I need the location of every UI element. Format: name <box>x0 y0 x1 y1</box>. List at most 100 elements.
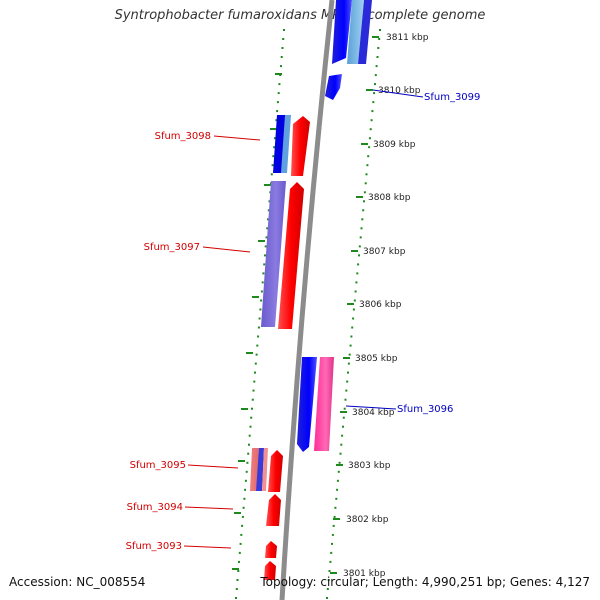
guide-dot <box>270 173 273 176</box>
guide-dot <box>329 560 332 563</box>
guide-dot <box>347 362 350 365</box>
tick-label: 3805 kbp <box>355 354 398 364</box>
guide-dot <box>262 272 265 275</box>
tick-dash <box>333 518 340 520</box>
guide-dot <box>275 119 278 122</box>
guide-dot <box>240 533 243 536</box>
gene-sfum-3097 <box>261 181 286 327</box>
guide-dot <box>241 524 244 527</box>
guide-dot <box>376 56 379 58</box>
guide-dot <box>336 488 339 491</box>
guide-dot <box>328 570 331 572</box>
guide-dot <box>341 434 344 437</box>
guide-dot <box>352 308 355 311</box>
gene-label-sfum-3097[interactable]: Sfum_3097 <box>144 242 200 253</box>
guide-dot <box>334 506 337 509</box>
guide-dot <box>327 579 330 581</box>
guide-dot <box>368 137 371 140</box>
tick-label: 3806 kbp <box>359 300 402 310</box>
guide-dot <box>278 83 281 86</box>
guide-dot <box>345 389 348 392</box>
guide-dot <box>342 425 344 428</box>
guide-dot <box>349 344 352 347</box>
guide-dot <box>267 218 269 221</box>
guide-dot <box>340 443 343 446</box>
guide-dot <box>268 200 271 203</box>
tick-dash <box>275 73 282 75</box>
guide-dot <box>251 407 253 410</box>
topology-text: Topology: circular; Length: 4,990,251 bp… <box>260 575 590 589</box>
guide-dot <box>246 461 249 464</box>
tick-label: 3802 kbp <box>346 515 389 525</box>
tick-dash <box>241 408 248 410</box>
guide-dot <box>350 335 353 338</box>
guide-dot <box>239 542 242 545</box>
guide-dot <box>235 588 238 590</box>
map-title: Syntrophobacter fumaroxidans MPOB, compl… <box>114 8 486 23</box>
guide-dot <box>354 290 357 293</box>
guide-dot <box>355 281 358 284</box>
gene-label-sfum-3093[interactable]: Sfum_3093 <box>126 541 182 552</box>
guide-dot <box>261 281 264 284</box>
guide-dot <box>333 515 336 518</box>
gene-pink-3096b <box>314 357 334 451</box>
tick-dash <box>330 572 337 574</box>
guide-dot <box>367 155 370 158</box>
guide-dot <box>265 236 268 239</box>
guide-dot <box>237 570 240 572</box>
guide-dot <box>374 74 377 77</box>
guide-dot <box>280 56 283 58</box>
guide-dot <box>357 263 360 266</box>
gene-top-blue <box>332 0 372 64</box>
tick-dash <box>351 250 358 252</box>
guide-dot <box>255 353 258 356</box>
tick-label: 3804 kbp <box>352 408 395 418</box>
guide-dot <box>238 560 240 563</box>
tick-dash <box>340 411 347 413</box>
guide-dot <box>372 101 375 104</box>
guide-dot <box>249 425 252 428</box>
guide-dot <box>373 92 376 95</box>
gene-red-3098b <box>291 116 310 176</box>
guide-dot <box>247 452 250 455</box>
gene-label-sfum-3098[interactable]: Sfum_3098 <box>155 131 211 142</box>
accession-text: Accession: NC_008554 <box>9 575 146 589</box>
guide-dot <box>252 389 255 392</box>
guide-dot <box>260 290 263 293</box>
guide-dot <box>248 443 250 446</box>
guide-dot <box>272 155 275 158</box>
gene-label-sfum-3095[interactable]: Sfum_3095 <box>130 460 186 471</box>
gene-sfum-3099 <box>325 74 342 100</box>
guide-dot <box>365 173 368 176</box>
gene-label-sfum-3094[interactable]: Sfum_3094 <box>127 502 183 513</box>
guide-dot <box>242 506 245 509</box>
guide-dot <box>375 65 378 68</box>
guide-dot <box>369 128 372 131</box>
gene-label-sfum-3096[interactable]: Sfum_3096 <box>397 404 453 415</box>
guide-dot <box>338 461 341 464</box>
guide-dot <box>371 110 374 113</box>
guide-dot <box>326 588 329 590</box>
gene-sfum-3093 <box>265 541 277 558</box>
guide-dot <box>378 38 381 40</box>
guide-dot <box>243 497 246 500</box>
guide-dot <box>279 74 282 77</box>
guide-dot <box>359 236 362 239</box>
gene-sfum-3094 <box>266 494 281 526</box>
guide-dot <box>280 65 282 68</box>
gene-label-sfum-3099[interactable]: Sfum_3099 <box>424 92 480 103</box>
tick-label: 3801 kbp <box>343 569 386 579</box>
guide-dot <box>353 299 356 302</box>
guide-dot <box>260 299 263 302</box>
guide-dot <box>253 380 256 383</box>
guide-dot <box>351 326 354 329</box>
label-leaders <box>183 89 424 549</box>
tick-dash <box>356 196 363 198</box>
tick-label: 3810 kbp <box>378 86 421 96</box>
gene-red-3095b <box>268 450 283 492</box>
guide-dot <box>344 398 347 401</box>
guide-dot <box>360 227 363 230</box>
guide-dot <box>235 597 237 599</box>
tick-label: 3809 kbp <box>373 140 416 150</box>
guide-dot <box>283 29 285 31</box>
